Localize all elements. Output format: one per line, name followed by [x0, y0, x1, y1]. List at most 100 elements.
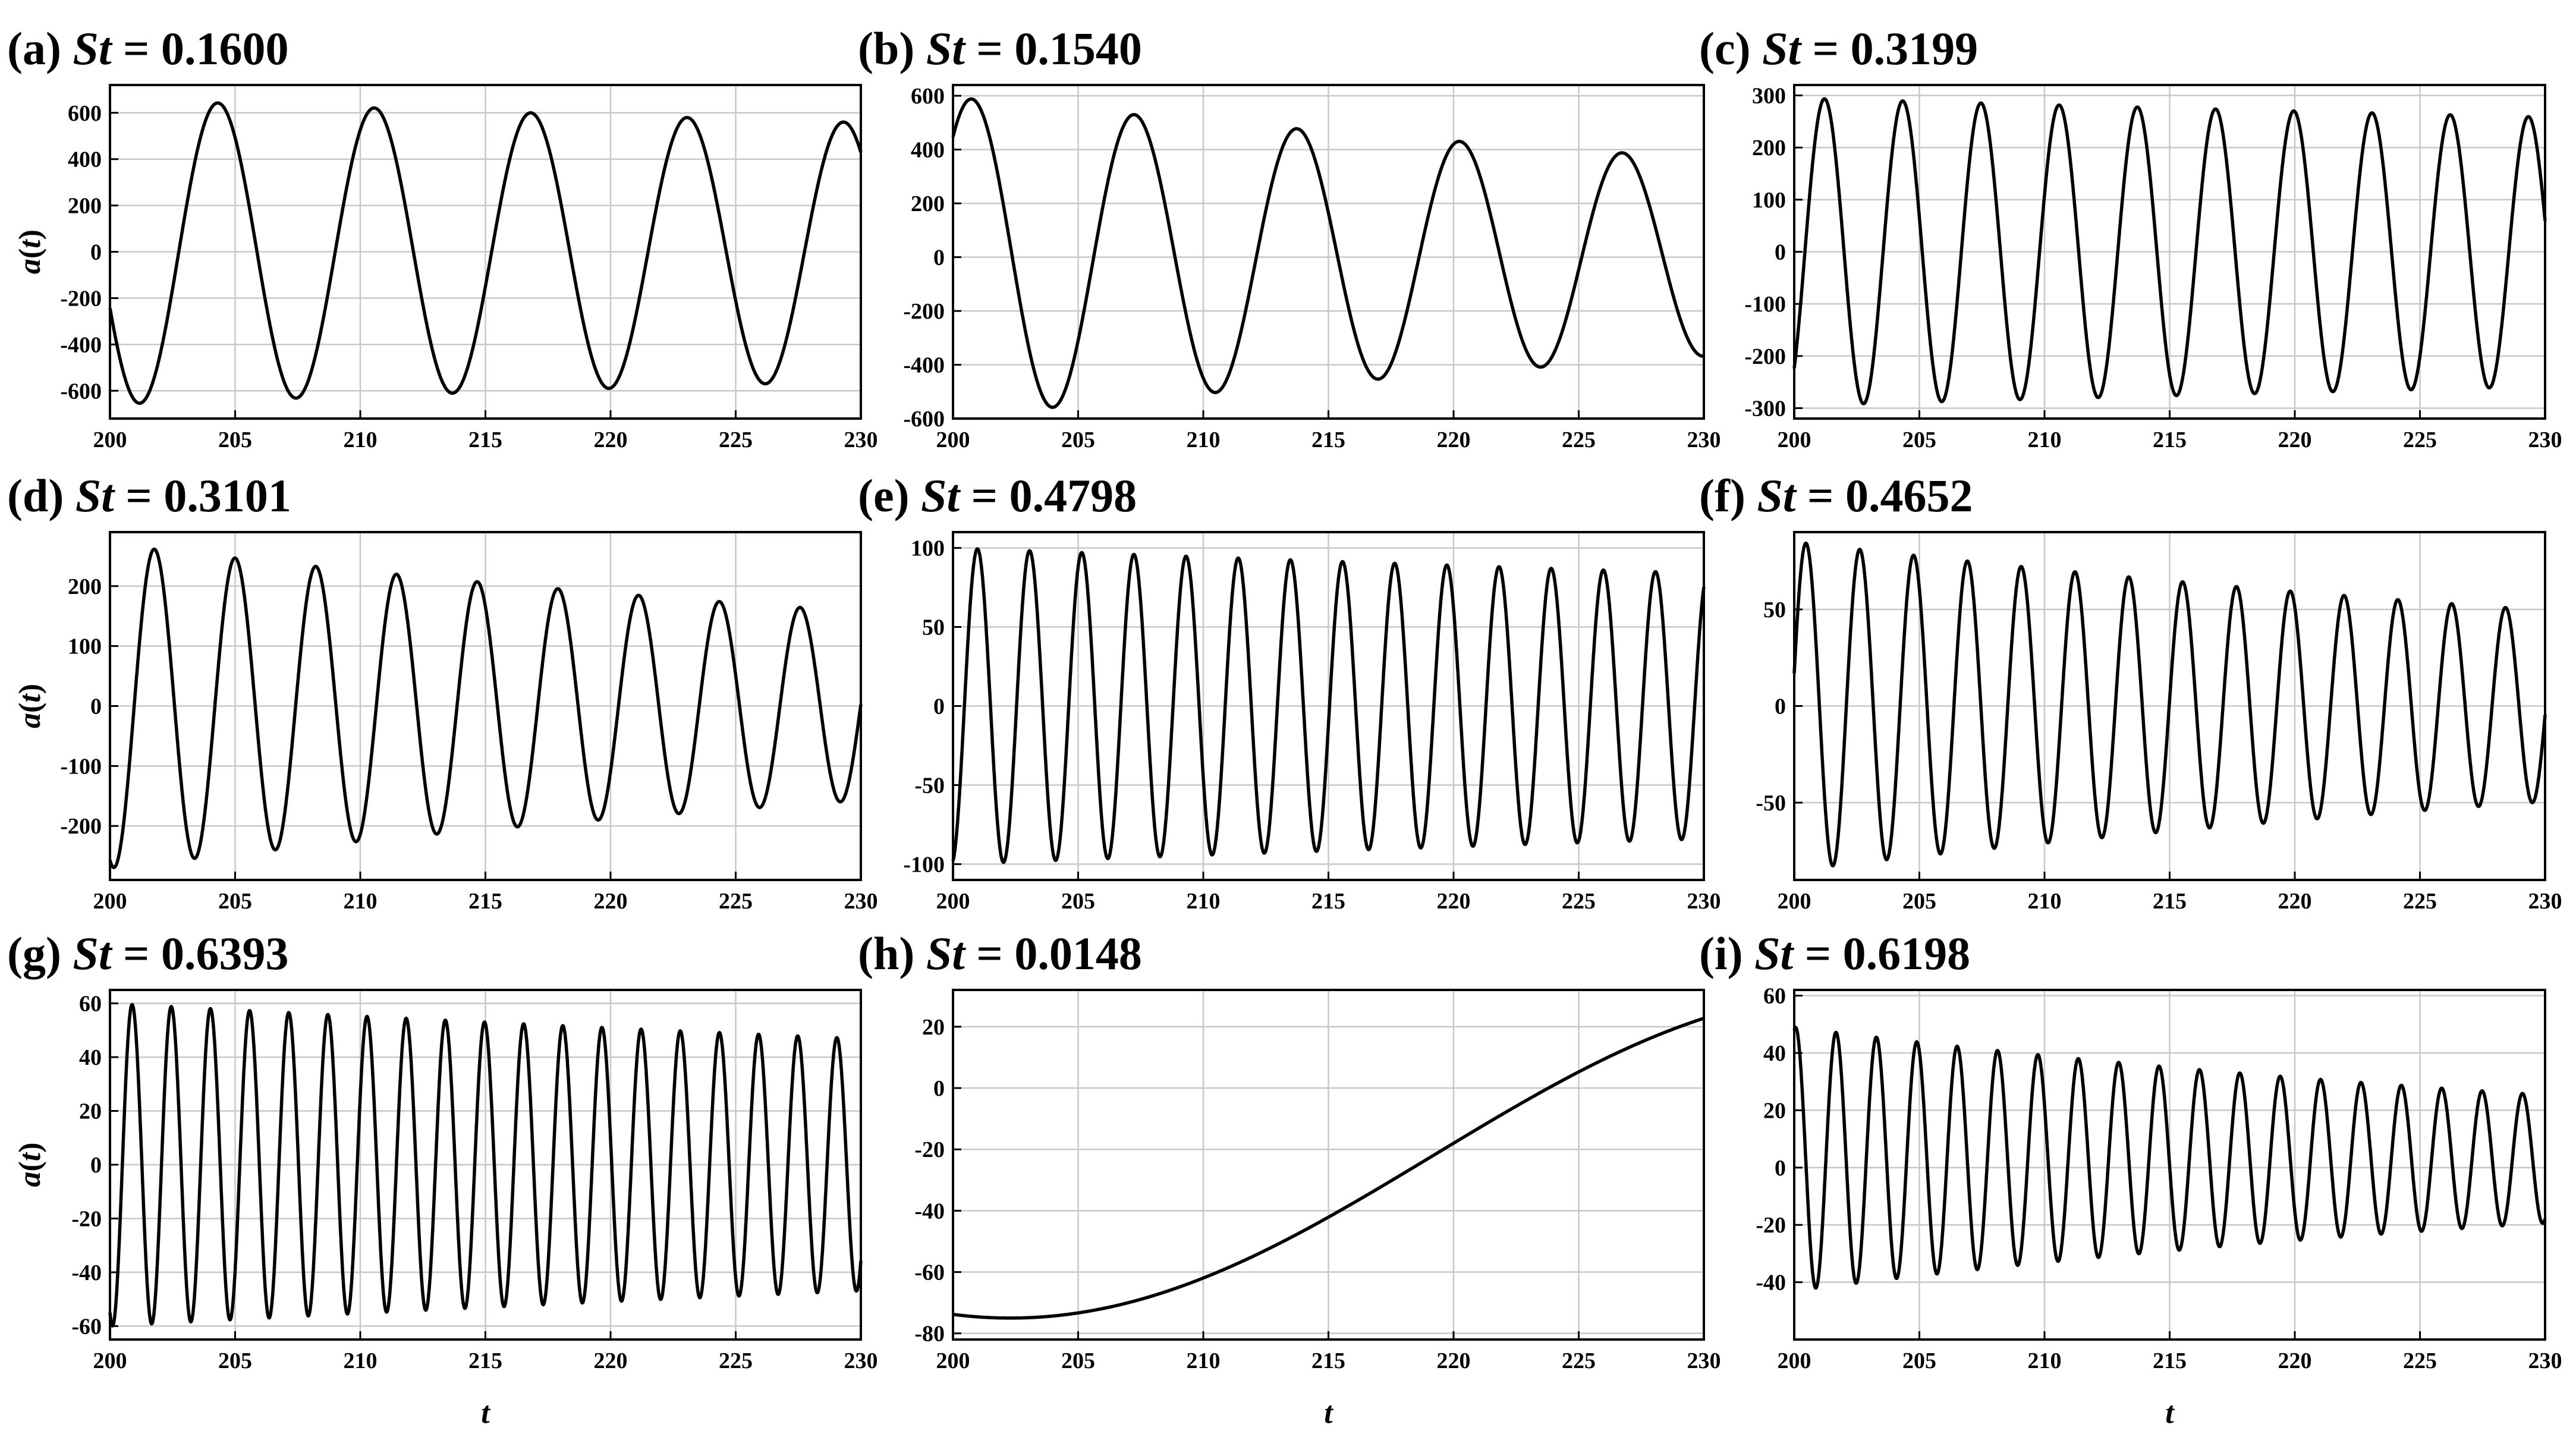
strouhal-value: 0.4798: [1009, 470, 1137, 521]
x-tick-label: 210: [344, 1348, 378, 1373]
x-tick-label: 210: [344, 427, 378, 452]
panel-letter: (g): [7, 927, 61, 979]
x-tick-label: 210: [2028, 427, 2062, 452]
panel-title: (f) St = 0.4652: [1699, 470, 1973, 521]
x-axis-label: t: [481, 1396, 490, 1430]
panel-title: (d) St = 0.3101: [7, 470, 291, 521]
panel-c: 200 205 210 215 220 225 230 -300 -200 -100 0 100 200…: [1699, 23, 2562, 452]
panel-h: 200 205 210 215 220 225 230 -80 -60 -40 -20 0 20 (h) …: [858, 927, 1721, 1430]
x-tick-label: 200: [93, 427, 127, 452]
y-tick-label: 0: [933, 1076, 945, 1101]
y-tick-label: 50: [1763, 598, 1786, 622]
y-tick-label: -100: [1744, 292, 1786, 317]
panel-letter: (f): [1699, 470, 1745, 521]
panel-letter: (c): [1699, 23, 1751, 74]
x-tick-label: 220: [594, 889, 628, 914]
y-tick-label: 20: [79, 1099, 102, 1124]
x-tick-label: 230: [2528, 427, 2562, 452]
strouhal-symbol: St: [73, 927, 112, 979]
y-tick-label: -200: [1744, 344, 1786, 369]
y-tick-label: -200: [60, 286, 102, 311]
x-tick-label: 225: [719, 427, 753, 452]
y-tick-label: -400: [903, 353, 945, 378]
y-tick-label: -100: [903, 852, 945, 877]
equals-sign: =: [960, 470, 1009, 521]
y-tick-label: 400: [911, 138, 945, 163]
x-tick-label: 215: [468, 889, 502, 914]
y-axis-label: a(t): [13, 684, 47, 728]
series-line: [1792, 541, 2547, 867]
series-line: [951, 97, 1706, 409]
series-line: [108, 547, 863, 869]
x-tick-label: 215: [2153, 1348, 2187, 1373]
x-tick-label: 225: [1562, 889, 1596, 914]
x-tick-label: 215: [1311, 1348, 1345, 1373]
x-tick-label: 205: [1061, 427, 1095, 452]
strouhal-symbol: St: [1754, 927, 1794, 979]
panel-b: 200 205 210 215 220 225 230 -600 -400 -200 0 200 400…: [858, 23, 1721, 452]
strouhal-value: 0.6198: [1843, 927, 1971, 979]
y-tick-label: 60: [79, 992, 102, 1017]
y-axis-label-arg: t: [13, 693, 47, 703]
x-tick-label: 215: [1311, 889, 1345, 914]
y-tick-label: -600: [903, 407, 945, 432]
series-line: [1792, 1026, 2547, 1290]
panel-title: (a) St = 0.1600: [7, 23, 288, 74]
y-axis-label-close: ): [13, 1142, 47, 1152]
y-tick-label: 20: [1763, 1098, 1786, 1123]
y-axis-label-arg: t: [13, 239, 47, 249]
x-tick-label: 220: [594, 1348, 628, 1373]
y-tick-label: 0: [1775, 1156, 1786, 1181]
y-tick-label: 0: [90, 1153, 102, 1178]
y-tick-label: -40: [1756, 1271, 1786, 1296]
y-tick-label: 20: [922, 1015, 945, 1040]
strouhal-value: 0.3101: [163, 470, 291, 521]
strouhal-value: 0.6393: [161, 927, 289, 979]
y-axis-label-arg: t: [13, 1152, 47, 1161]
x-tick-label: 205: [1061, 889, 1095, 914]
y-tick-label: -40: [71, 1260, 102, 1285]
x-tick-label: 205: [1902, 889, 1936, 914]
x-tick-label: 225: [2403, 1348, 2437, 1373]
panel-title: (e) St = 0.4798: [858, 470, 1137, 521]
x-tick-label: 220: [1437, 427, 1471, 452]
y-axis-label-fn: a: [13, 259, 47, 274]
panel-d: 200 205 210 215 220 225 230 -200 -100 0 100 200 (d) …: [7, 470, 878, 914]
panel-letter: (h): [858, 927, 914, 979]
x-tick-label: 200: [1778, 1348, 1811, 1373]
x-tick-label: 220: [2278, 427, 2312, 452]
y-tick-label: 0: [933, 246, 945, 271]
panel-letter: (e): [858, 470, 910, 521]
y-tick-label: 200: [1752, 136, 1786, 161]
x-tick-label: 220: [2278, 1348, 2312, 1373]
equals-sign: =: [965, 23, 1014, 74]
y-tick-label: 600: [911, 84, 945, 109]
x-tick-label: 200: [93, 889, 127, 914]
panel-letter: (d): [7, 470, 64, 521]
panel-letter: (b): [858, 23, 914, 74]
panel-g: 200 205 210 215 220 225 230 -60 -40 -20 0 20 40 60 (g)…: [7, 927, 878, 1430]
x-tick-label: 215: [468, 427, 502, 452]
y-tick-label: -60: [914, 1260, 945, 1285]
x-tick-label: 225: [2403, 889, 2437, 914]
equals-sign: =: [965, 927, 1014, 979]
y-tick-label: 0: [933, 694, 945, 719]
panel-title: (h) St = 0.0148: [858, 927, 1142, 979]
y-tick-label: 40: [79, 1045, 102, 1070]
y-axis-label-close: ): [13, 229, 47, 240]
panel-title: (g) St = 0.6393: [7, 927, 288, 979]
y-tick-label: 400: [68, 147, 102, 172]
panel-i: 200 205 210 215 220 225 230 -40 -20 0 20 40 60 (i) St…: [1699, 927, 2562, 1430]
strouhal-symbol: St: [926, 23, 966, 74]
x-tick-label: 225: [719, 889, 753, 914]
y-tick-label: 0: [1775, 240, 1786, 265]
y-tick-label: 200: [68, 194, 102, 219]
y-axis-label-fn: a: [13, 713, 47, 728]
y-tick-label: -100: [60, 754, 102, 779]
y-tick-label: -40: [914, 1199, 945, 1224]
y-tick-label: 0: [90, 694, 102, 719]
y-tick-label: -300: [1744, 396, 1786, 421]
y-tick-label: 300: [1752, 84, 1786, 109]
x-tick-label: 200: [1778, 427, 1811, 452]
